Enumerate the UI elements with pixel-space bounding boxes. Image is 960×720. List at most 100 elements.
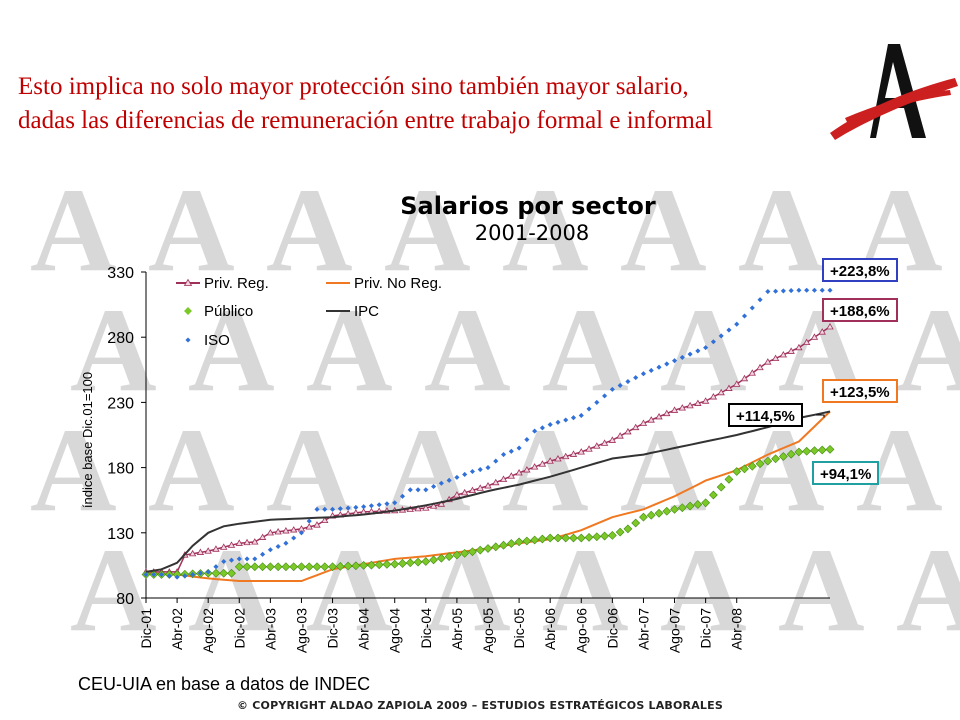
publico-point	[367, 560, 376, 570]
copyright-footer: © COPYRIGHT ALDAO ZAPIOLA 2009 – ESTUDIO…	[237, 699, 723, 712]
x-tick-label: Ago-04	[387, 608, 403, 653]
priv-reg-point	[795, 343, 803, 351]
iso-point	[275, 543, 281, 550]
y-tick-label: 280	[107, 330, 134, 347]
publico-point	[429, 555, 438, 565]
iso-point	[609, 386, 615, 392]
iso-point	[462, 471, 468, 477]
priv-reg-point	[282, 527, 290, 534]
slide-title-line-1: Esto implica no solo mayor protección si…	[18, 73, 689, 100]
publico-point	[639, 512, 648, 522]
iso-point	[384, 501, 390, 507]
iso-point	[407, 487, 413, 493]
priv-reg-point	[484, 482, 492, 489]
publico-point	[810, 446, 819, 456]
publico-point	[398, 559, 407, 568]
y-tick-label: 80	[116, 591, 134, 608]
publico-point	[802, 446, 812, 456]
series-ipc	[145, 410, 831, 573]
x-tick-label: Abr-04	[356, 608, 372, 650]
iso-point	[392, 500, 398, 506]
priv-reg-point	[585, 445, 593, 452]
iso-point	[819, 287, 825, 293]
watermark-letter: A	[30, 163, 117, 296]
x-tick-label: Ago-05	[480, 608, 496, 653]
publico-point	[312, 562, 322, 572]
priv-reg-point	[523, 466, 531, 473]
priv-reg-point	[289, 526, 298, 533]
watermark-letter: A	[188, 283, 275, 416]
iso-point	[656, 364, 662, 370]
priv-reg-point	[764, 358, 772, 365]
iso-point	[438, 480, 444, 486]
source-note: CEU-UIA en base a datos de INDEC	[78, 674, 371, 694]
watermark-letter: A	[266, 403, 353, 536]
priv-reg-point	[670, 406, 679, 413]
callout-priv-no-reg: +123,5%	[822, 379, 898, 403]
publico-point	[685, 501, 695, 511]
slide-title: Esto implica no solo mayor protección si…	[18, 70, 848, 138]
iso-point	[734, 321, 740, 327]
publico-point	[421, 557, 431, 566]
x-tick-label: Ago-03	[293, 608, 309, 653]
publico-point	[755, 459, 765, 469]
priv-reg-point	[437, 500, 446, 507]
chart-title: Salarios por sector	[400, 192, 656, 220]
x-tick-label: Dic-02	[231, 608, 247, 649]
publico-point	[452, 550, 462, 560]
legend-item: ISO	[185, 332, 230, 349]
publico-point	[499, 540, 508, 550]
iso-point	[322, 506, 328, 512]
publico-point	[709, 490, 718, 500]
priv-reg-point	[554, 454, 562, 462]
priv-reg-point	[771, 354, 780, 361]
iso-point	[345, 505, 351, 511]
priv-reg-point	[624, 427, 632, 435]
iso-point	[423, 487, 429, 493]
iso-point	[788, 288, 794, 294]
priv-reg-point	[468, 486, 477, 494]
priv-reg-point	[639, 419, 648, 426]
publico-point	[794, 447, 804, 457]
iso-point	[796, 287, 802, 293]
publico-point	[343, 561, 353, 571]
priv-reg-point	[515, 469, 523, 476]
priv-reg-point	[569, 450, 578, 457]
priv-reg-point	[422, 504, 430, 511]
y-tick-label: 330	[107, 265, 134, 282]
priv-reg-point	[733, 380, 741, 387]
publico-point	[740, 464, 749, 474]
iso-point	[431, 483, 437, 490]
publico-point	[491, 542, 501, 552]
callout-priv-reg: +188,6%	[822, 298, 898, 322]
priv-reg-point	[608, 436, 617, 443]
priv-reg-point	[826, 322, 834, 330]
priv-reg-point	[593, 442, 601, 449]
legend-marker	[185, 337, 191, 343]
iso-point	[648, 367, 654, 373]
iso-point	[570, 415, 577, 421]
watermark-letter: A	[502, 163, 589, 296]
priv-reg-point	[476, 484, 484, 491]
publico-point	[211, 568, 221, 578]
publico-point	[569, 533, 578, 543]
watermark-letter: A	[70, 523, 157, 656]
iso-point	[485, 465, 491, 471]
iso-point	[446, 477, 452, 483]
watermark-letter: A	[896, 283, 960, 416]
publico-point	[460, 548, 470, 558]
publico-point	[304, 562, 314, 572]
iso-point	[703, 345, 709, 351]
publico-point	[662, 506, 672, 516]
publico-point	[771, 454, 780, 464]
priv-reg-point	[678, 404, 687, 411]
x-tick-label: Ago-02	[200, 608, 216, 653]
iso-point	[710, 339, 716, 345]
publico-point	[561, 533, 571, 543]
iso-point	[493, 458, 499, 464]
iso-point	[415, 487, 421, 493]
publico-point	[328, 562, 337, 572]
priv-reg-point	[530, 463, 539, 470]
iso-point	[780, 288, 786, 294]
priv-reg-point	[429, 502, 438, 509]
